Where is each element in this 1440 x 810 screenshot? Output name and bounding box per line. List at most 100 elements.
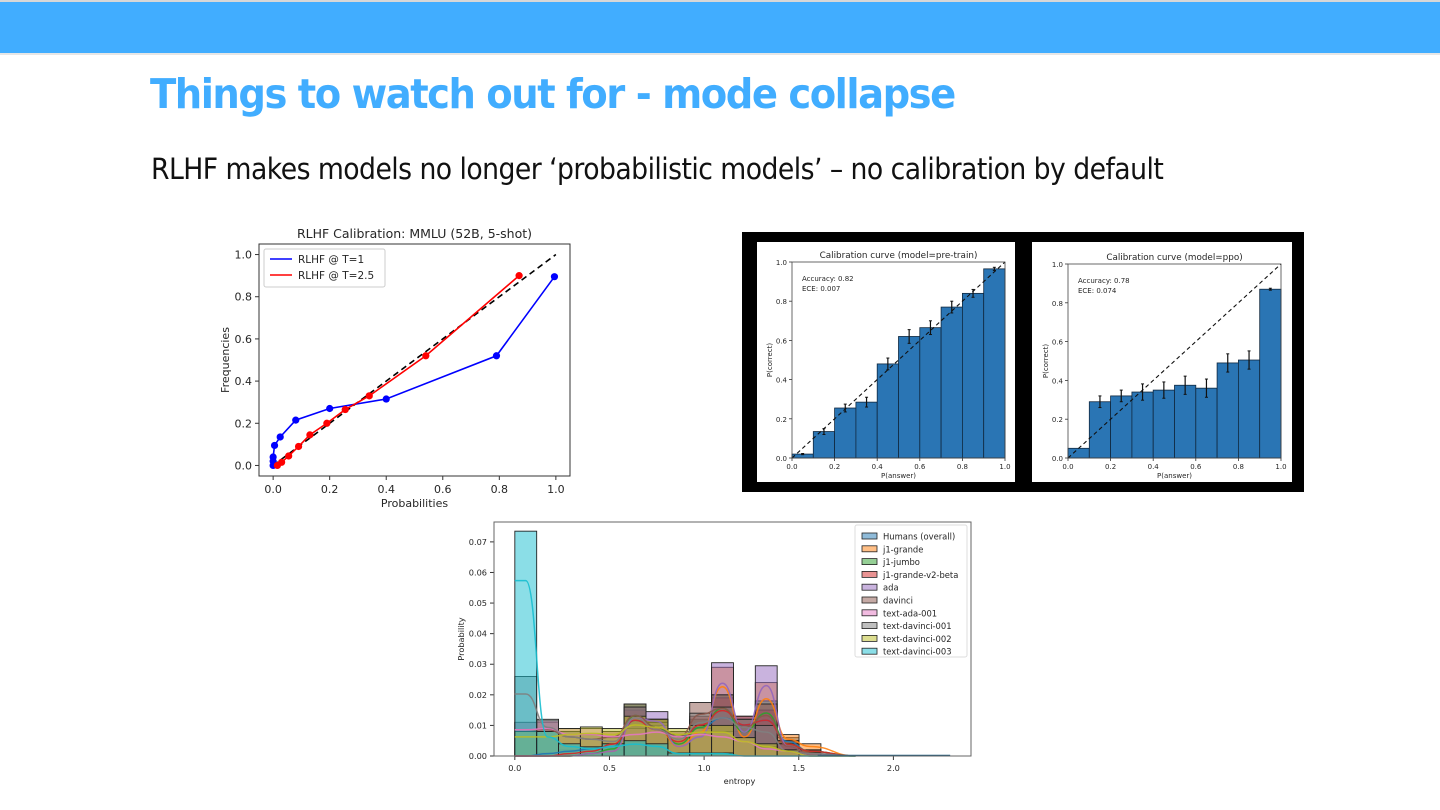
y-tick-label: 0.06 [469, 567, 487, 577]
y-tick-label: 0.02 [469, 690, 487, 700]
header-divider [0, 53, 1440, 55]
x-tick-label: 0.0 [508, 763, 521, 773]
chart-annotation: ECE: 0.007 [802, 285, 840, 293]
data-point [422, 352, 430, 360]
legend-label: j1-jumbo [882, 557, 920, 567]
y-tick-label: 0.6 [776, 337, 788, 345]
x-tick-label: 0.2 [1105, 463, 1116, 471]
calibration-pretrain-chart: Calibration curve (model=pre-train)0.00.… [757, 242, 1015, 482]
x-tick-label: 0.6 [1190, 463, 1202, 471]
legend-swatch [861, 583, 878, 591]
chart-annotation: Accuracy: 0.82 [802, 275, 854, 283]
calibration-bar [1174, 384, 1197, 459]
legend-label: j1-grande-v2-beta [882, 570, 958, 580]
legend-swatch [861, 532, 878, 540]
chart-title: Calibration curve (model=pre-train) [820, 251, 978, 261]
x-tick-label: 0.4 [377, 483, 395, 496]
data-point [306, 431, 314, 439]
calibration-bar [983, 268, 1006, 459]
x-tick-label: 0.8 [1233, 463, 1244, 471]
histogram-bar [623, 740, 647, 757]
x-tick-label: 0.8 [957, 463, 968, 471]
data-point [365, 392, 373, 400]
x-tick-label: 0.8 [491, 483, 509, 496]
legend-swatch [861, 609, 878, 617]
x-tick-label: 1.0 [698, 763, 711, 773]
data-point [341, 405, 349, 414]
legend-swatch [861, 635, 878, 642]
y-tick-label: 1.0 [1052, 261, 1063, 269]
y-tick-label: 0.4 [235, 375, 253, 388]
perfect-calibration-line [1067, 263, 1282, 459]
calibration-bar [940, 306, 963, 459]
y-tick-label: 1.0 [235, 249, 253, 262]
legend-label: text-davinci-001 [883, 621, 952, 631]
plot-frame [791, 261, 1006, 459]
calibration-bar [834, 407, 857, 459]
calibration-bar [961, 292, 985, 459]
legend-swatch [861, 545, 878, 553]
data-point [550, 273, 559, 281]
rlhf-calibration-chart: RLHF Calibration: MMLU (52B, 5-shot) 0.0 0… [212, 222, 582, 512]
y-axis-label: Probability [456, 617, 466, 660]
calibration-bar [876, 363, 899, 459]
x-tick-label: 0.0 [1062, 463, 1073, 471]
legend-label: Humans (overall) [883, 532, 955, 542]
legend-label: text-davinci-003 [883, 647, 952, 657]
plot-frame [258, 243, 571, 477]
x-axis-label: P(answer) [881, 472, 916, 480]
x-tick-label: 0.6 [434, 483, 452, 496]
x-tick-label: 0.4 [872, 463, 884, 471]
x-axis-label: Probabilities [381, 497, 448, 510]
y-tick-label: 0.8 [1052, 300, 1063, 308]
x-axis-label: P(answer) [1157, 472, 1192, 480]
data-point [294, 442, 303, 451]
y-tick-label: 0.8 [235, 291, 253, 304]
calibration-bar [1110, 395, 1133, 459]
legend-label: davinci [883, 596, 913, 606]
x-tick-label: 1.0 [547, 483, 565, 496]
y-tick-label: 0.2 [235, 417, 253, 430]
calibration-bar [1131, 391, 1154, 459]
slide-subtitle: RLHF makes models no longer ‘probabilist… [151, 152, 1164, 186]
y-tick-label: 0.01 [469, 720, 487, 730]
calibration-bar [1237, 359, 1261, 459]
calibration-bar [919, 327, 942, 459]
kde-curve [514, 707, 856, 757]
x-axis-label: entropy [724, 776, 756, 786]
data-point [292, 416, 300, 424]
data-point [278, 458, 286, 466]
y-axis-label: Frequencies [219, 327, 232, 393]
calibration-bar [1195, 387, 1218, 459]
calibration-bar [1067, 447, 1090, 459]
y-tick-label: 0.6 [235, 333, 253, 346]
legend-label: RLHF @ T=1 [298, 254, 364, 266]
chart-title: RLHF Calibration: MMLU (52B, 5-shot) [297, 226, 532, 241]
slide-header-bar [0, 2, 1440, 53]
histogram-bar [711, 724, 734, 757]
data-point [276, 433, 284, 441]
y-axis-label: P(correct) [1042, 344, 1050, 378]
legend-label: text-ada-001 [883, 608, 937, 618]
legend-label: ada [883, 583, 899, 593]
data-point [270, 441, 279, 450]
legend-label: RLHF @ T=2.5 [298, 270, 374, 282]
calibration-bar [1216, 362, 1239, 459]
kde-curve [514, 693, 856, 757]
x-tick-label: 2.0 [887, 763, 900, 773]
legend-label: text-davinci-002 [883, 634, 952, 644]
y-tick-label: 0.2 [1052, 416, 1063, 424]
x-tick-label: 0.2 [829, 463, 840, 471]
data-point [285, 452, 293, 460]
legend-swatch [861, 558, 878, 565]
x-tick-label: 0.0 [264, 483, 282, 496]
slide-title: Things to watch out for - mode collapse [150, 70, 956, 118]
legend-swatch [861, 596, 878, 604]
calibration-bar [1152, 389, 1175, 459]
calibration-bar [1259, 288, 1282, 459]
perfect-calibration-line [272, 253, 557, 467]
x-tick-label: 0.2 [321, 483, 339, 496]
calibration-bar [812, 431, 835, 459]
x-tick-label: 0.4 [1148, 463, 1160, 471]
y-tick-label: 0.04 [469, 629, 487, 639]
